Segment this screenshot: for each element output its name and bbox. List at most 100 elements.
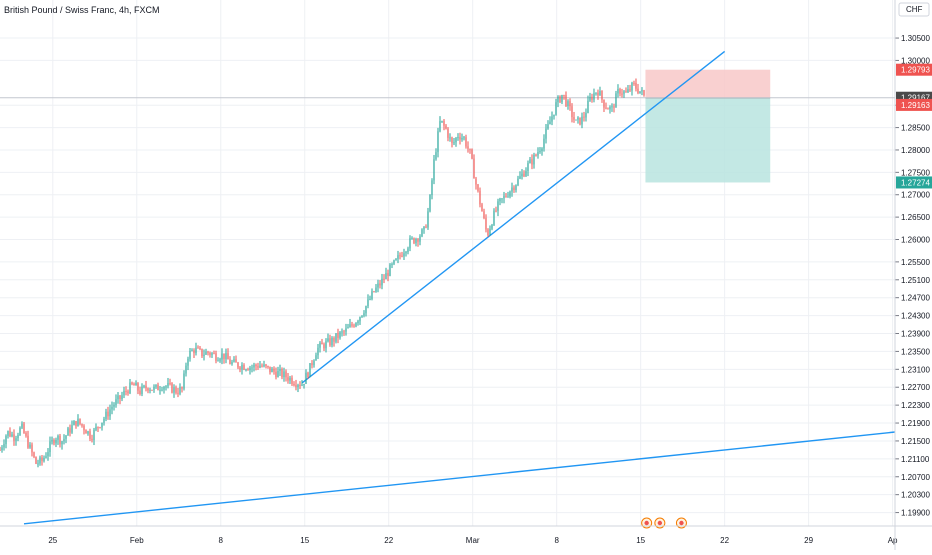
y-tick-label: 1.28000 <box>901 146 930 155</box>
candle-body <box>201 348 203 357</box>
candle <box>583 111 585 122</box>
candle <box>519 171 521 180</box>
candle <box>623 90 625 98</box>
x-tick-label: 15 <box>636 536 645 545</box>
candle <box>407 246 409 255</box>
candle <box>251 364 253 373</box>
y-tick-label: 1.28500 <box>901 124 930 133</box>
candle <box>107 406 109 420</box>
candle <box>205 348 207 355</box>
x-tick-label: Feb <box>130 536 144 545</box>
candle-body <box>147 388 149 391</box>
candle <box>339 331 341 340</box>
candle-body <box>307 372 309 378</box>
candle-body <box>311 363 313 366</box>
candle <box>219 357 221 363</box>
candle <box>539 147 541 154</box>
candle <box>465 134 467 149</box>
candle <box>621 88 623 98</box>
candle <box>505 193 507 198</box>
candle <box>633 80 635 86</box>
candle-body <box>513 187 515 191</box>
currency-button[interactable]: CHF <box>898 2 930 17</box>
candle-body <box>431 180 433 196</box>
candle <box>41 454 43 466</box>
candle <box>63 434 65 445</box>
candle <box>635 78 637 92</box>
candle <box>489 225 491 236</box>
y-tick-label: 1.20300 <box>901 491 930 500</box>
candle <box>249 365 251 375</box>
candle-body <box>37 463 39 465</box>
candle <box>193 348 195 358</box>
candle <box>265 363 267 369</box>
candle-body <box>463 137 465 139</box>
candle-body <box>635 82 637 89</box>
candle <box>369 295 371 301</box>
candle-body <box>145 385 147 389</box>
candle-body <box>211 353 213 355</box>
candle <box>427 207 429 230</box>
candle <box>149 387 151 394</box>
y-tick-label: 1.25100 <box>901 276 930 285</box>
candle-body <box>289 377 291 381</box>
candle <box>363 310 365 318</box>
candle <box>11 431 13 438</box>
y-tick-label: 1.21500 <box>901 437 930 446</box>
candle-body <box>423 226 425 230</box>
candle <box>133 382 135 386</box>
candle <box>389 263 391 277</box>
candle-body <box>529 159 531 164</box>
candle <box>125 386 127 396</box>
candle <box>545 124 547 144</box>
candle-body <box>603 99 605 108</box>
candle <box>323 342 325 352</box>
candle-body <box>503 195 505 199</box>
candle <box>453 137 455 146</box>
candle <box>101 422 103 431</box>
candle-body <box>343 331 345 333</box>
y-tick-label: 1.19900 <box>901 509 930 518</box>
candle <box>161 386 163 392</box>
candle-body <box>577 117 579 120</box>
candle <box>597 89 599 100</box>
candle-body <box>615 93 617 108</box>
candle-body <box>157 384 159 391</box>
candle <box>259 361 261 369</box>
candle <box>513 185 515 193</box>
candle <box>21 421 23 430</box>
candle <box>169 378 171 386</box>
candle <box>207 350 209 356</box>
trendline[interactable] <box>301 50 726 384</box>
candle-body <box>361 315 363 318</box>
candle <box>377 279 379 293</box>
candle-body <box>391 263 393 265</box>
stop-loss-zone[interactable] <box>645 69 771 98</box>
trendline[interactable] <box>23 431 896 525</box>
candle <box>615 90 617 108</box>
trendlines[interactable] <box>23 50 896 525</box>
candle-body <box>565 95 567 106</box>
candle <box>229 356 231 365</box>
y-tick-label: 1.23100 <box>901 365 930 374</box>
candle <box>381 273 383 290</box>
candle-body <box>213 353 215 355</box>
candle-body <box>429 195 431 212</box>
candle-body <box>139 390 141 394</box>
short-position-tool[interactable] <box>0 69 895 183</box>
candle <box>325 338 327 353</box>
candle-body <box>189 350 191 359</box>
take-profit-zone[interactable] <box>645 97 771 183</box>
candle <box>9 427 11 438</box>
candle-body <box>273 368 275 372</box>
candle <box>643 89 645 97</box>
candle-body <box>43 457 45 462</box>
candle-body <box>403 253 405 257</box>
candle-body <box>393 260 395 264</box>
candle-body <box>413 238 415 244</box>
candle-body <box>313 360 315 366</box>
candle-body <box>167 383 169 387</box>
candle-body <box>383 278 385 280</box>
